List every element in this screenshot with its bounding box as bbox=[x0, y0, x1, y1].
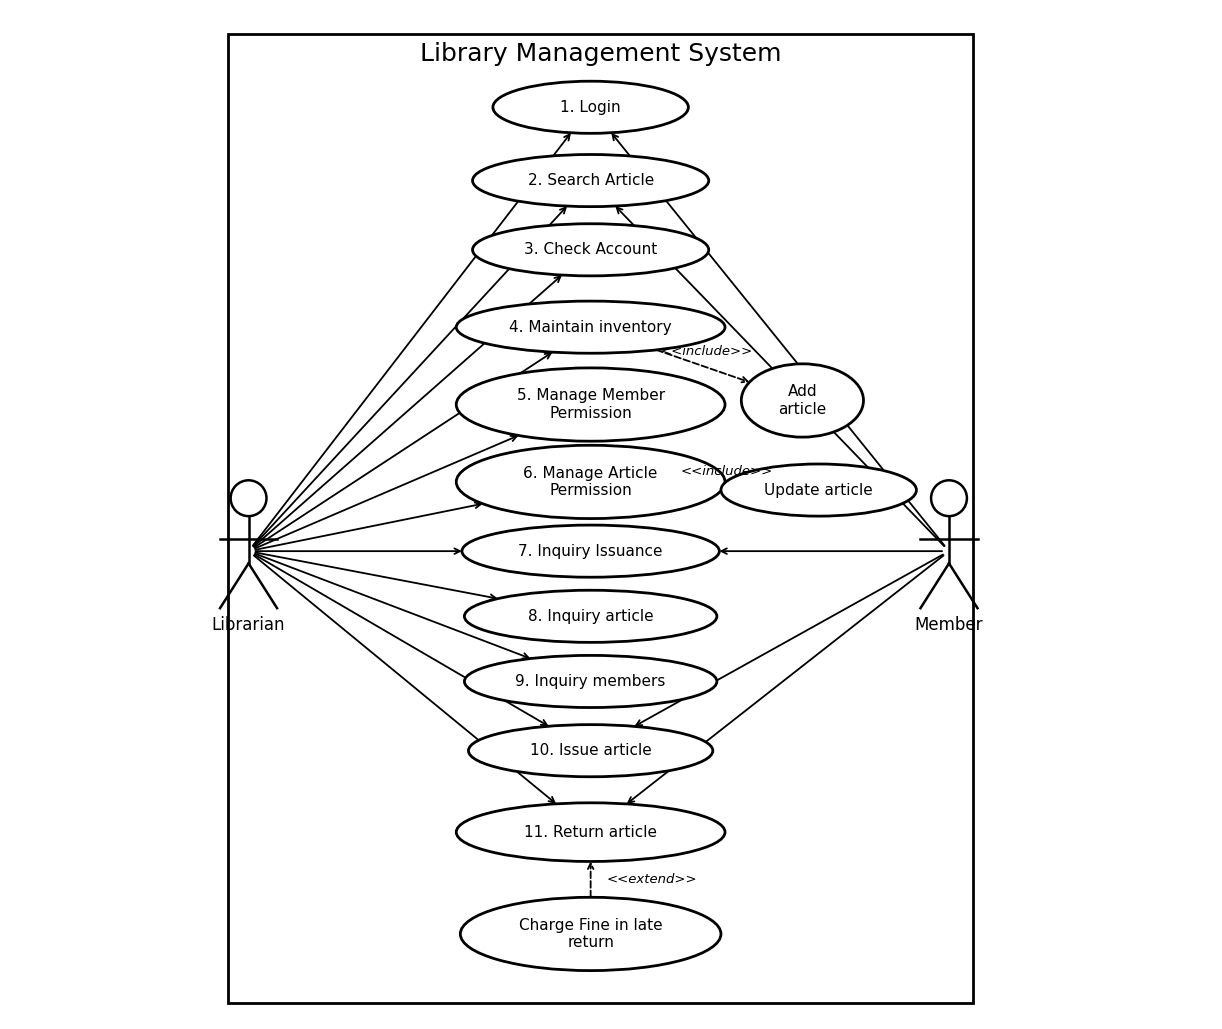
Text: 1. Login: 1. Login bbox=[561, 100, 621, 115]
Ellipse shape bbox=[492, 81, 688, 134]
Ellipse shape bbox=[721, 464, 916, 517]
Text: Update article: Update article bbox=[764, 483, 873, 498]
Text: Member: Member bbox=[915, 616, 984, 634]
Text: 11. Return article: 11. Return article bbox=[524, 824, 657, 840]
Text: <<include>>: <<include>> bbox=[661, 345, 753, 358]
Text: 7. Inquiry Issuance: 7. Inquiry Issuance bbox=[518, 543, 662, 559]
Text: 3. Check Account: 3. Check Account bbox=[524, 242, 657, 257]
Ellipse shape bbox=[462, 525, 720, 577]
Ellipse shape bbox=[473, 223, 709, 276]
Ellipse shape bbox=[742, 364, 864, 437]
Ellipse shape bbox=[464, 655, 717, 708]
Ellipse shape bbox=[456, 446, 725, 519]
Text: Charge Fine in late
return: Charge Fine in late return bbox=[519, 918, 662, 950]
Ellipse shape bbox=[456, 803, 725, 861]
Text: Library Management System: Library Management System bbox=[419, 42, 781, 66]
Text: <<extend>>: <<extend>> bbox=[607, 873, 698, 886]
Ellipse shape bbox=[473, 154, 709, 207]
Text: <<include>>: <<include>> bbox=[681, 465, 774, 478]
Ellipse shape bbox=[456, 301, 725, 353]
Ellipse shape bbox=[461, 897, 721, 970]
Bar bbox=[229, 34, 974, 1003]
Text: 8. Inquiry article: 8. Inquiry article bbox=[528, 609, 654, 624]
Text: 10. Issue article: 10. Issue article bbox=[530, 743, 651, 758]
Text: Librarian: Librarian bbox=[211, 616, 285, 634]
Text: 4. Maintain inventory: 4. Maintain inventory bbox=[510, 320, 672, 334]
Ellipse shape bbox=[456, 368, 725, 441]
Text: 5. Manage Member
Permission: 5. Manage Member Permission bbox=[517, 388, 665, 421]
Ellipse shape bbox=[464, 591, 717, 642]
Text: Add
article: Add article bbox=[778, 384, 826, 417]
Text: 9. Inquiry members: 9. Inquiry members bbox=[516, 674, 666, 689]
Text: 2. Search Article: 2. Search Article bbox=[528, 173, 654, 188]
Text: 6. Manage Article
Permission: 6. Manage Article Permission bbox=[523, 466, 657, 498]
Ellipse shape bbox=[468, 724, 712, 777]
